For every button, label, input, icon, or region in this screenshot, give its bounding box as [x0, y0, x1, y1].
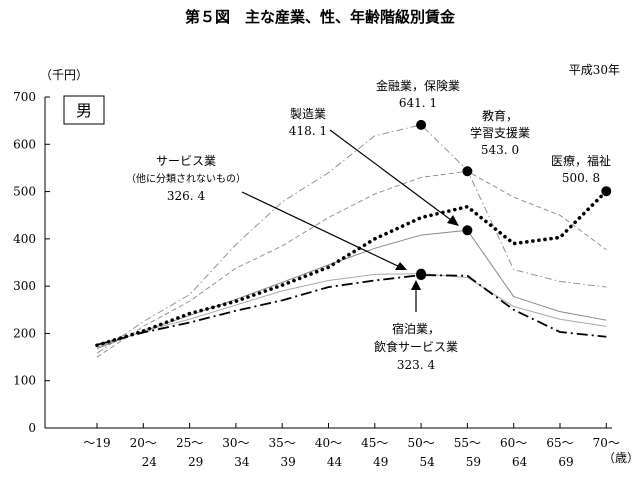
y-tick-label: 200	[13, 326, 36, 340]
x-tick-label: 30〜	[222, 436, 249, 450]
chart-title: 第５図 主な産業、性、年齢階級別賃金	[185, 8, 456, 26]
x-tick-label-bottom: 24	[142, 455, 158, 469]
gender-box	[63, 95, 105, 125]
arrow-head-manufacturing	[447, 215, 459, 226]
y-tick-label: 600	[13, 137, 36, 151]
annotation-services-sublabel: （他に分類されないもの）	[126, 172, 246, 185]
y-tick-label: 100	[13, 374, 36, 388]
x-tick-label: 65〜	[546, 436, 573, 450]
y-unit-label: （千円）	[40, 68, 88, 82]
annotation-manufacturing-label: 製造業	[290, 107, 326, 121]
series-line-3	[96, 273, 607, 348]
highlight-point	[416, 270, 427, 281]
x-tick-label: 40〜	[315, 436, 342, 450]
annotation-services-value: 326. 4	[167, 189, 206, 203]
highlight-point	[601, 186, 612, 197]
y-tick-label: 300	[13, 279, 36, 293]
x-tick-label-bottom: 54	[419, 455, 435, 469]
gender-label: 男	[76, 101, 92, 120]
annotation-services: サービス業 （他に分類されないもの） 326. 4	[126, 154, 246, 203]
x-tick-label-bottom: 69	[558, 455, 573, 469]
y-tick-label: 700	[13, 90, 36, 104]
series-line-1	[96, 170, 607, 358]
arrow-head-services	[395, 262, 407, 270]
annotation-manufacturing: 製造業 418. 1	[289, 107, 327, 138]
x-tick-label: 70〜	[593, 436, 620, 450]
annotation-accommodation: 宿泊業， 飲食サービス業 323. 4	[374, 321, 458, 372]
x-tick-label: 45〜	[361, 436, 388, 450]
annotation-accommodation-value: 323. 4	[397, 358, 436, 372]
x-tick-label-bottom: 64	[512, 455, 528, 469]
x-tick-label: 35〜	[269, 436, 296, 450]
annotation-medical-label: 医療，福祉	[551, 153, 611, 168]
arrow-services	[241, 191, 403, 269]
highlight-markers	[416, 119, 612, 281]
series-layer	[95, 124, 609, 358]
annotation-accommodation-label2: 飲食サービス業	[374, 339, 458, 354]
x-tick-label: 20〜	[130, 436, 157, 450]
x-tick-label-bottom: 34	[234, 455, 250, 469]
x-tick-label-bottom: 49	[373, 455, 388, 469]
series-line-4	[95, 189, 609, 348]
annotation-finance-label: 金融業，保険業	[376, 78, 460, 93]
highlight-point	[416, 119, 427, 130]
x-tick-label-bottom: 39	[281, 455, 296, 469]
x-tick-label: 50〜	[407, 436, 434, 450]
highlight-point	[462, 166, 473, 177]
x-tick-label-bottom: 29	[188, 455, 203, 469]
arrow-manufacturing	[329, 129, 456, 224]
year-note: 平成30年	[569, 63, 620, 77]
y-tick-label: 0	[28, 421, 36, 435]
x-tick-label: 60〜	[500, 436, 527, 450]
highlight-point	[462, 225, 473, 236]
x-tick-label-bottom: 44	[327, 455, 343, 469]
annotation-medical: 医療，福祉 500. 8	[551, 153, 611, 185]
series-line-2	[96, 229, 607, 350]
annotation-education: 教育， 学習支援業 543. 0	[470, 108, 530, 157]
annotation-education-value: 543. 0	[481, 143, 519, 157]
x-tick-label-bottom: 59	[466, 455, 481, 469]
x-ticks: 〜19 20〜 24 25〜 29 30〜 34 35〜 39 40〜 44 45〜 49 50〜 54 55…	[83, 423, 620, 469]
arrow-head-accommodation	[411, 280, 421, 290]
x-unit-label: （歳）	[603, 451, 639, 465]
x-tick-label: 〜19	[83, 436, 110, 450]
annotation-finance-value: 641. 1	[399, 96, 437, 110]
series-line-5	[96, 274, 607, 346]
series-line-0	[96, 124, 607, 354]
annotation-education-label1: 教育，	[482, 108, 518, 123]
y-tick-label: 400	[13, 232, 36, 246]
y-ticks: 0 100 200 300 400 500 600 700	[13, 90, 50, 435]
annotation-manufacturing-value: 418. 1	[289, 124, 327, 138]
annotation-services-label: サービス業	[156, 154, 216, 168]
x-tick-label: 25〜	[176, 436, 203, 450]
x-tick-label: 55〜	[454, 436, 481, 450]
annotation-medical-value: 500. 8	[562, 171, 600, 185]
annotation-accommodation-label1: 宿泊業，	[392, 321, 440, 336]
y-tick-label: 500	[13, 185, 36, 199]
annotation-education-label2: 学習支援業	[470, 125, 530, 140]
annotation-arrows	[241, 129, 459, 312]
annotation-finance: 金融業，保険業 641. 1	[376, 78, 460, 110]
